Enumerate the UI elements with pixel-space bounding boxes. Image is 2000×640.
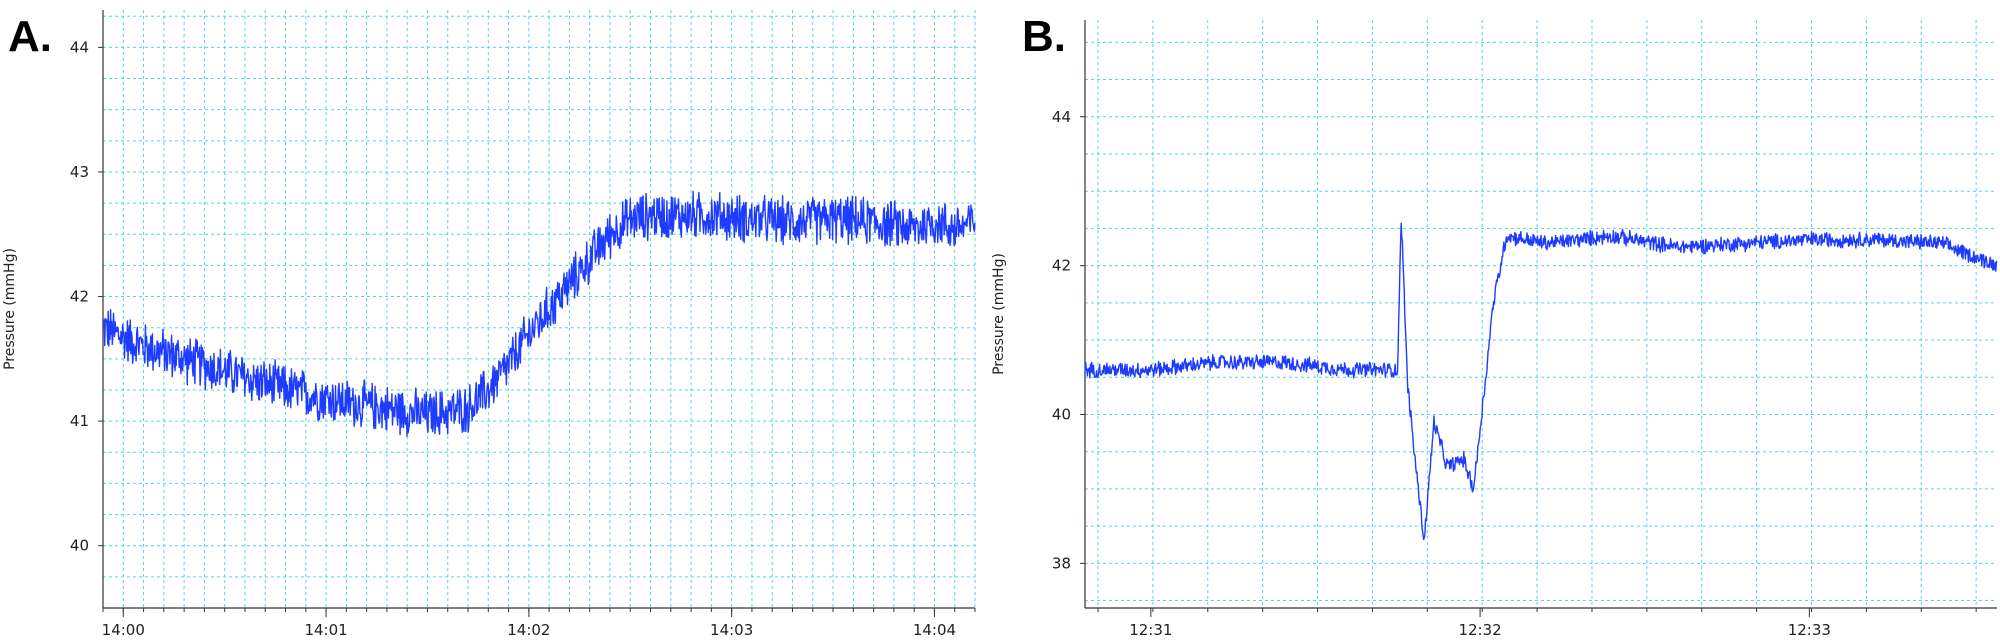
y-tick-label: 41: [70, 412, 89, 430]
panel-label-b: B.: [1022, 12, 1066, 61]
chart-a: 40 41 42 43 44 14:00 14:01 14:02 14:03 14:04 Press…: [2, 10, 976, 639]
y-tick-label: 44: [1052, 108, 1071, 126]
x-tick-label: 12:31: [1129, 621, 1172, 639]
y-axis-label: Pressure (mmHg): [991, 253, 1007, 375]
y-tick-label: 40: [1052, 405, 1071, 423]
x-tick-label: 14:02: [507, 621, 550, 639]
x-tick-label: 12:32: [1458, 621, 1501, 639]
panel-label-a: A.: [8, 12, 52, 61]
y-axis-label: Pressure (mmHg): [2, 248, 18, 370]
y-tick-label: 43: [70, 163, 89, 181]
grid: [1085, 20, 1997, 608]
y-tick-label: 42: [1052, 257, 1071, 275]
x-tick-label: 14:01: [304, 621, 347, 639]
y-tick-label: 42: [70, 288, 89, 306]
x-tick-label: 12:33: [1788, 621, 1831, 639]
chart-b: 38 40 42 44 12:31 12:32 12:33 Pressure (mmHg): [991, 20, 1998, 639]
y-tick-label: 44: [70, 38, 89, 56]
x-tick-label: 14:00: [102, 621, 145, 639]
series-line-0: [1084, 222, 1998, 541]
y-tick-label: 38: [1052, 554, 1071, 572]
x-tick-label: 14:04: [913, 621, 956, 639]
y-tick-label: 40: [70, 537, 89, 555]
grid: [102, 10, 976, 609]
series-line-0: [102, 190, 976, 438]
x-tick-label: 14:03: [710, 621, 753, 639]
